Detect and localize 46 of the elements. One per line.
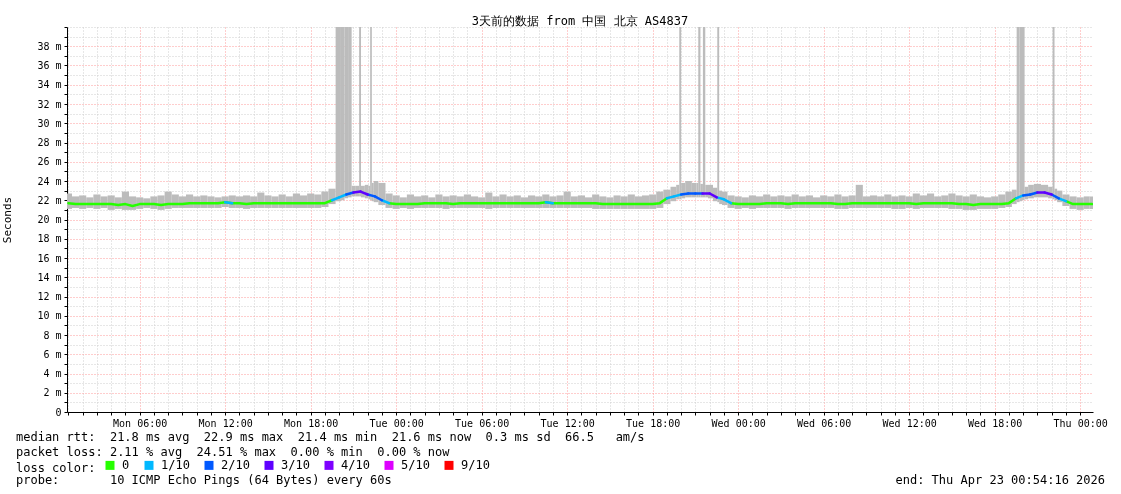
y-tick-label: 14 m (37, 271, 62, 283)
text: end: Thu Apr 23 00:54:16 2026 (895, 473, 1105, 487)
x-tick-label: Tue 18:00 (626, 417, 681, 429)
x-tick-label: Mon 12:00 (198, 417, 253, 429)
legend-label: 0 (122, 458, 130, 473)
legend-label: 3/10 (281, 458, 310, 473)
chart-title: 3天前的数据 from 中国 北京 AS4837 (471, 14, 689, 28)
y-tick-label: 0 (55, 406, 62, 418)
y-tick-label: 26 m (37, 156, 62, 168)
y-tick-label: 30 m (37, 117, 62, 129)
text: packet loss: 2.11 % avg 24.51 % max 0.00 % min 0.00 % now (16, 445, 451, 459)
y-tick-label: 18 m (37, 233, 62, 245)
y-tick-label: 22 m (37, 194, 62, 206)
x-tick-label: Mon 06:00 (113, 417, 168, 429)
legend-label: 2/10 (221, 458, 250, 473)
y-tick-label: 32 m (37, 98, 62, 110)
y-axis-title: Seconds (1, 196, 15, 244)
legend-label: 1/10 (161, 458, 190, 473)
legend-label: 5/10 (401, 458, 430, 473)
x-tick-label: Tue 00:00 (369, 417, 424, 429)
x-tick-label: Wed 12:00 (882, 417, 937, 429)
y-tick-label: 10 m (37, 310, 62, 322)
y-tick-label: 12 m (37, 291, 62, 302)
y-tick-label: 20 m (37, 214, 62, 225)
y-tick-label: 24 m (37, 175, 62, 187)
x-tick-label: Wed 06:00 (797, 417, 852, 429)
y-tick-label: 8 m (43, 329, 62, 341)
y-tick-label: 16 m (37, 252, 62, 264)
text: probe: 10 ICMP Echo Pings (64 Bytes) every 60s (16, 473, 392, 487)
y-tick-label: 38 m (37, 40, 62, 52)
legend-title: loss color: (16, 461, 96, 475)
x-tick-label: Tue 12:00 (540, 417, 595, 429)
y-tick-label: 4 m (43, 368, 62, 379)
y-tick-label: 2 m (43, 387, 62, 399)
y-tick-label: 36 m (37, 60, 62, 71)
x-tick-label: Wed 18:00 (968, 417, 1023, 429)
legend-label: 4/10 (341, 458, 370, 473)
legend-label: 9/10 (461, 458, 490, 473)
x-tick-label: Mon 18:00 (284, 417, 339, 429)
x-tick-label: Wed 00:00 (711, 417, 766, 429)
y-tick-label: 34 m (37, 79, 62, 91)
y-tick-label: 28 m (37, 137, 62, 148)
y-tick-label: 6 m (43, 348, 62, 360)
x-tick-label: Thu 00:00 (1053, 417, 1108, 429)
text: median rtt: 21.8 ms avg 22.9 ms max 21.4 ms min 21.6 ms now 0.3 ms sd 66.5 am/s (16, 430, 645, 444)
x-tick-label: Tue 06:00 (455, 417, 510, 429)
